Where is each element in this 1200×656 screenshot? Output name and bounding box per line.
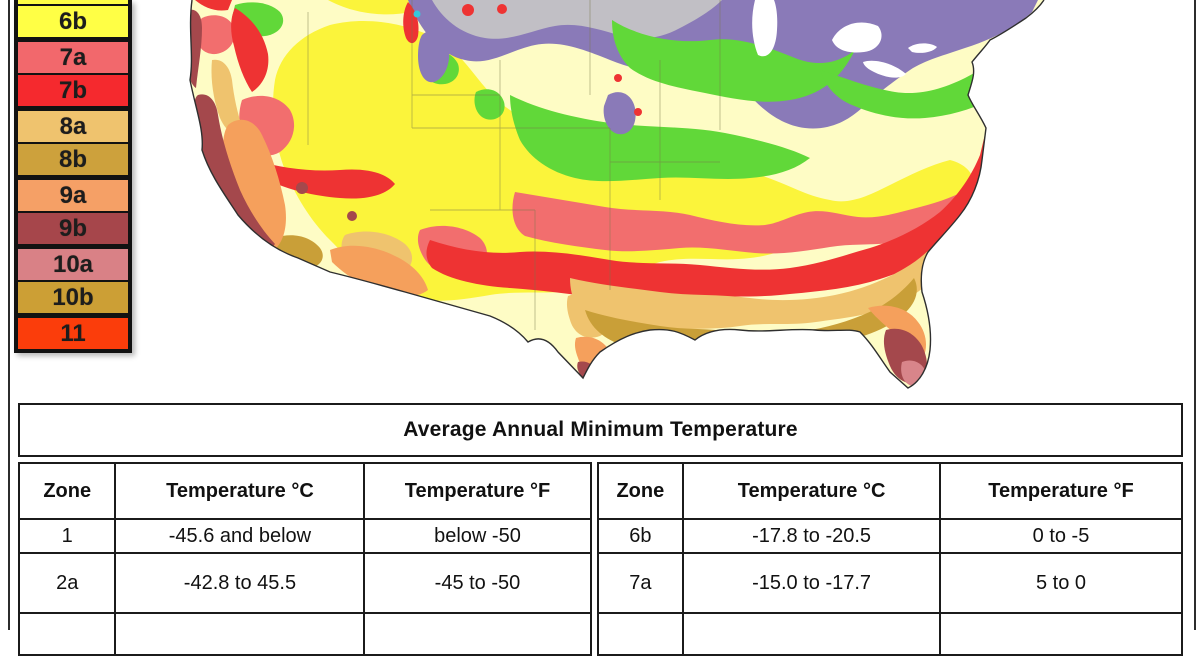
map-region-purple-yellowstone — [418, 30, 450, 83]
map-region-salmon-wa-interior — [196, 15, 235, 55]
table-right-half: Zone Temperature °C Temperature °F 6b -17.8 … — [596, 462, 1184, 656]
map-region-red-spot-3 — [614, 74, 622, 82]
legend-item-9b: 9b — [18, 211, 128, 244]
table-cell — [17, 612, 117, 656]
legend-item-6b: 6b — [18, 4, 128, 37]
legend-item-partial-top — [18, 0, 128, 4]
map-region-red-pacific-nw — [195, 0, 232, 11]
legend-item-7b: 7b — [18, 73, 128, 106]
zone-legend: 6b 7a 7b 8a 8b 9a 9b 10a 10b 11 — [14, 0, 132, 353]
map-region-red-greatbasin-ribbon — [255, 160, 395, 199]
page: { "legend": { "partial_top_color": "#FFF… — [8, 0, 1196, 656]
table-cell: -45.6 and below — [114, 518, 366, 554]
table-row: 1 -45.6 and below below -50 — [17, 518, 592, 554]
table-cell: -15.0 to -17.7 — [682, 552, 941, 614]
table-row: 6b -17.8 to -20.5 0 to -5 — [596, 518, 1184, 554]
table-cell — [114, 612, 366, 656]
map-region-tan-band — [570, 232, 950, 331]
table-cell: 7a — [596, 552, 685, 614]
table-cell — [938, 612, 1184, 656]
table-cell: 2a — [17, 552, 117, 614]
lake-michigan — [752, 0, 778, 57]
coastline-outline — [189, 0, 1045, 389]
map-region-green-upper-midwest — [612, 20, 855, 102]
map-region-red-spot-4 — [634, 108, 642, 116]
table-cell: 5 to 0 — [938, 552, 1184, 614]
map-region-red-spot-1 — [462, 4, 474, 16]
us-hardiness-zone-map — [189, 0, 1045, 389]
table-title: Average Annual Minimum Temperature — [18, 403, 1183, 457]
map-region-salmon-band — [512, 187, 976, 254]
legend-item-9a: 9a — [18, 175, 128, 211]
frame-left-border — [8, 0, 10, 630]
table-cell: -45 to -50 — [363, 552, 592, 614]
table-cell: -42.8 to 45.5 — [114, 552, 366, 614]
legend-item-10b: 10b — [18, 280, 128, 313]
map-region-brick-spot-1 — [296, 182, 308, 194]
map-region-red-south-band — [426, 130, 991, 301]
header-right-0: Zone — [596, 462, 685, 520]
map-region-cyan-dot — [413, 10, 421, 18]
map-region-orange-central-valley — [223, 119, 286, 252]
map-region-red-oregon-ribbon — [231, 8, 269, 92]
legend-item-11: 11 — [18, 313, 128, 349]
map-region-yellow-north — [328, 0, 426, 15]
map-region-purple-colorado — [603, 92, 636, 135]
legend-item-8b: 8b — [18, 142, 128, 175]
table-cell: below -50 — [363, 518, 592, 554]
table-row: 2a -42.8 to 45.5 -45 to -50 — [17, 552, 592, 614]
lake-ontario — [908, 43, 937, 53]
map-region-tan-ca-coastrange — [211, 59, 244, 135]
lake-erie — [863, 60, 906, 78]
table-left-half: Zone Temperature °C Temperature °F 1 -45.6 a… — [17, 462, 592, 656]
table-row: 7a -15.0 to -17.7 5 to 0 — [596, 552, 1184, 614]
lake-huron — [832, 22, 882, 53]
legend-item-8a: 8a — [18, 106, 128, 142]
table-cell — [363, 612, 592, 656]
header-left-2: Temperature °F — [363, 462, 592, 520]
table-cell — [682, 612, 941, 656]
table-row — [596, 612, 1184, 656]
header-left-0: Zone — [17, 462, 117, 520]
table-cell: 6b — [596, 518, 685, 554]
map-region-green-rockies-2 — [474, 89, 505, 120]
header-left-1: Temperature °C — [114, 462, 366, 520]
header-right-2: Temperature °F — [938, 462, 1184, 520]
table-halves: Zone Temperature °C Temperature °F 1 -45.6 a… — [17, 462, 1184, 656]
legend-item-10a: 10a — [18, 244, 128, 280]
table-cell — [596, 612, 685, 656]
table-cell: 0 to -5 — [938, 518, 1184, 554]
map-region-orange-gulf-shore — [680, 342, 820, 358]
table-cell: 1 — [17, 518, 117, 554]
map-region-brick-spot-2 — [347, 211, 357, 221]
map-region-brick-ca-coast — [194, 94, 275, 252]
map-region-brick-nw-coast — [190, 9, 202, 88]
temperature-table: Average Annual Minimum Temperature Zone T… — [17, 403, 1184, 656]
table-row — [17, 612, 592, 656]
legend-item-7a: 7a — [18, 37, 128, 73]
map-region-red-spot-2 — [497, 4, 507, 14]
map-region-orange-sw-desert — [330, 245, 428, 297]
table-cell: -17.8 to -20.5 — [682, 518, 941, 554]
header-right-1: Temperature °C — [682, 462, 941, 520]
frame-right-border — [1194, 0, 1196, 630]
state-border-lines — [307, 0, 721, 330]
